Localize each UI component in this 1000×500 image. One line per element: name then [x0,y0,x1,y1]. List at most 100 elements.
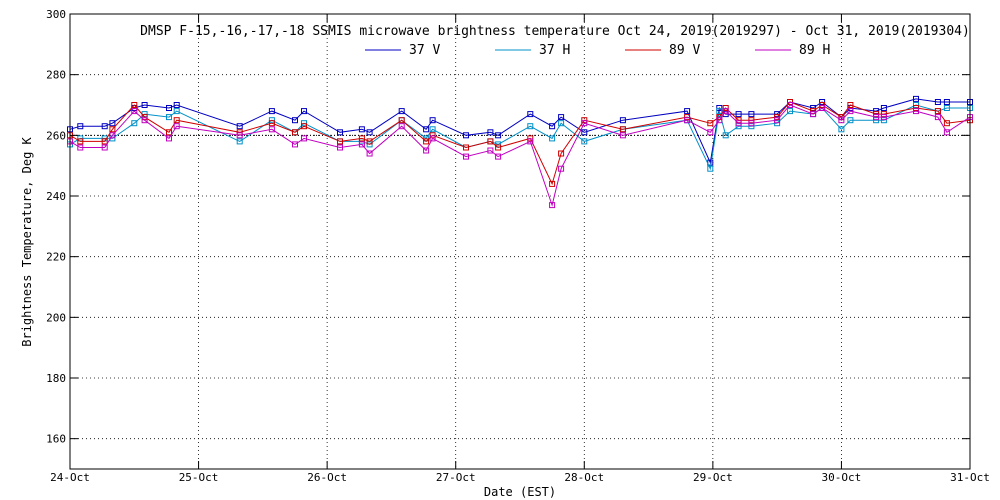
point-89-h-31 [748,120,755,127]
point-89-h-16 [423,147,430,154]
point-37-h-7 [173,108,180,115]
point-37-v-22 [549,123,556,130]
x-tick-label-0: 24-Oct [50,471,90,484]
point-89-h-7 [173,123,180,130]
y-axis-label: Brightness Temperature, Deg K [20,136,34,346]
x-tick-label-4: 28-Oct [564,471,604,484]
point-37-v-39 [880,105,887,111]
point-89-v-15 [398,117,405,124]
y-tick-label-180: 180 [46,372,66,385]
point-89-v-9 [268,120,275,127]
point-89-h-13 [358,141,365,148]
point-89-h-39 [880,114,887,121]
point-37-h-6 [166,114,172,121]
point-37-v-15 [398,108,405,115]
point-89-h-4 [131,108,138,115]
point-37-v-41 [934,99,941,105]
point-89-v-20 [495,144,502,151]
point-89-v-40 [913,105,919,111]
point-89-v-22 [549,180,556,187]
point-37-v-24 [581,129,588,136]
point-89-v-25 [619,126,626,133]
point-37-v-13 [358,126,365,133]
point-89-h-20 [495,153,502,160]
point-89-h-11 [301,135,307,142]
point-89-h-36 [838,117,845,124]
point-37-v-19 [487,129,494,136]
legend-label-37-h: 37 H [539,43,570,58]
x-tick-label-1: 25-Oct [179,471,219,484]
point-37-v-3 [109,120,116,127]
point-89-h-14 [366,150,373,157]
point-89-v-1 [77,138,84,145]
x-axis-label: Date (EST) [484,485,556,499]
point-89-v-7 [173,117,180,124]
point-37-v-26 [684,108,691,115]
point-37-h-38 [873,117,880,124]
point-89-h-24 [581,120,588,127]
axis-layer: 160 180 200 220 240 260 280 300 24-Oct 25-Oct 26-O… [46,8,990,484]
grid-layer [70,14,970,469]
point-89-h-38 [873,114,880,121]
point-89-h-15 [398,123,405,130]
point-37-h-36 [838,126,845,133]
x-tick-label-3: 27-Oct [436,471,476,484]
point-37-v-25 [619,117,626,124]
point-89-v-18 [463,144,469,151]
point-37-h-23 [558,120,565,127]
point-89-v-4 [131,102,138,108]
point-89-h-26 [684,117,691,124]
point-89-h-18 [463,153,469,160]
point-37-v-16 [423,126,430,133]
point-37-v-8 [236,123,243,130]
point-37-v-30 [735,111,742,118]
point-89-h-25 [619,132,626,139]
y-tick-label-220: 220 [46,251,66,264]
point-37-v-21 [527,111,534,118]
point-37-h-29 [722,132,729,139]
point-37-v-11 [301,108,307,115]
point-37-h-24 [581,138,588,145]
point-37-v-20 [495,132,502,139]
point-37-h-4 [131,120,138,127]
point-89-h-37 [847,108,854,115]
point-37-h-22 [549,135,556,142]
point-37-h-27 [707,165,714,172]
point-37-v-5 [141,102,148,108]
point-37-v-6 [166,105,172,111]
plot-frame [69,13,971,470]
point-89-h-29 [722,108,729,115]
point-89-v-10 [292,129,298,136]
point-89-h-2 [101,144,108,151]
y-tick-label-280: 280 [46,69,66,82]
chart-title: DMSP F-15,-16,-17,-18 SSMIS microwave br… [140,24,970,39]
point-89-h-32 [774,117,781,124]
point-89-v-6 [166,129,172,136]
point-89-h-33 [787,102,793,108]
point-89-h-35 [819,105,826,111]
series-line-89-v [69,101,971,186]
point-89-h-10 [292,141,298,148]
point-89-h-17 [429,135,436,142]
point-89-h-9 [268,126,275,133]
point-89-h-34 [810,111,817,118]
point-37-v-40 [913,95,919,102]
point-89-v-16 [423,138,430,145]
point-89-h-12 [337,144,343,151]
point-89-h-30 [735,120,742,127]
point-37-h-37 [847,117,854,124]
point-37-v-23 [558,114,565,121]
point-37-h-39 [880,117,887,124]
point-89-h-1 [77,144,84,151]
point-89-h-8 [236,132,243,139]
point-37-v-7 [173,102,180,108]
point-89-h-19 [487,147,494,154]
y-tick-label-260: 260 [46,129,66,142]
y-tick-label-160: 160 [46,433,66,446]
legend-label-89-h: 89 H [799,43,830,58]
point-89-v-42 [943,120,950,127]
point-89-v-19 [487,138,494,145]
point-37-h-17 [429,126,436,133]
point-89-h-22 [549,202,556,209]
point-89-h-41 [934,114,941,121]
